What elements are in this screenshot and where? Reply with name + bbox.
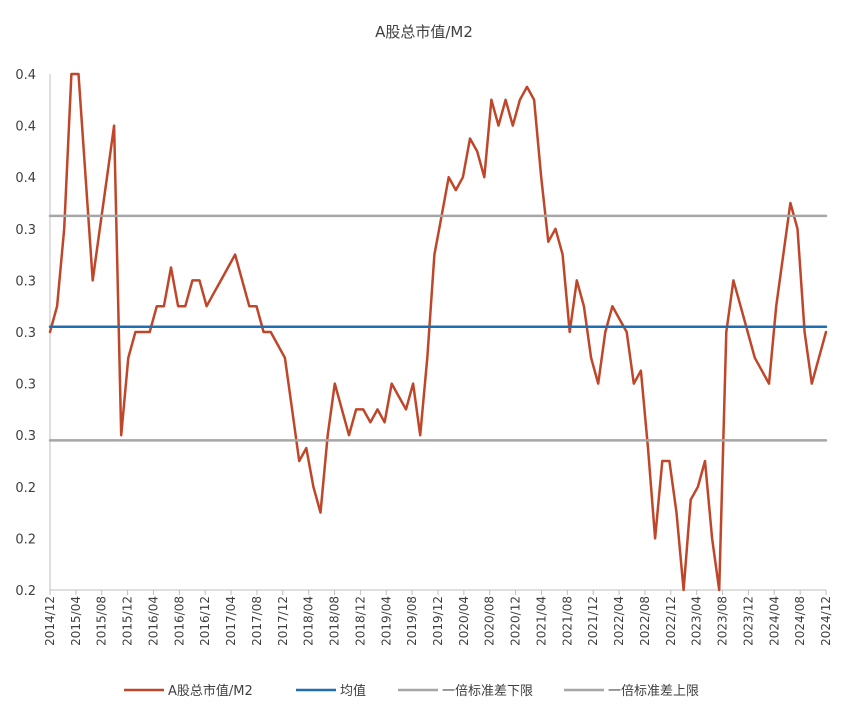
- x-tick-label: 2024/04: [767, 596, 781, 646]
- y-tick-label: 0.3: [15, 223, 36, 238]
- x-tick-label: 2017/04: [224, 596, 238, 646]
- x-tick-label: 2021/08: [560, 596, 574, 646]
- x-tick-label: 2018/08: [328, 596, 342, 646]
- legend-label: 一倍标准差下限: [442, 684, 533, 699]
- legend-label: 一倍标准差上限: [608, 684, 699, 699]
- y-tick-label: 0.4: [15, 171, 36, 186]
- y-tick-label: 0.2: [15, 584, 36, 599]
- series-line-0: [48, 72, 828, 592]
- x-tick-label: 2016/08: [172, 596, 186, 646]
- y-tick-label: 0.2: [15, 532, 36, 547]
- plot-area: 0.4 0.4 0.4 0.3 0.3 0.3 0.3 0.3 0.2 0.2 0.2 2014/12…: [15, 68, 833, 646]
- legend: A股总市值/M2 均值 一倍标准差下限 一倍标准差上限: [124, 683, 699, 699]
- x-tick-label: 2022/12: [664, 596, 678, 646]
- y-tick-label: 0.3: [15, 274, 36, 289]
- y-tick-label: 0.3: [15, 326, 36, 341]
- x-tick-label: 2018/04: [302, 596, 316, 646]
- x-tick-label: 2018/12: [353, 596, 367, 646]
- x-tick-label: 2024/12: [819, 596, 833, 646]
- legend-label: A股总市值/M2: [168, 683, 253, 699]
- x-tick-label: 2015/12: [121, 596, 135, 646]
- x-tick-label: 2019/08: [405, 596, 419, 646]
- x-tick-label: 2015/08: [95, 596, 109, 646]
- x-tick-label: 2016/04: [146, 596, 160, 646]
- x-tick-label: 2019/12: [431, 596, 445, 646]
- x-tick-label: 2014/12: [43, 596, 57, 646]
- x-tick-label: 2019/04: [379, 596, 393, 646]
- y-tick-label: 0.3: [15, 378, 36, 393]
- x-tick-label: 2017/08: [250, 596, 264, 646]
- x-tick-label: 2022/04: [612, 596, 626, 646]
- x-tick-label: 2016/12: [198, 596, 212, 646]
- x-tick-label: 2023/08: [716, 596, 730, 646]
- y-tick-label: 0.4: [15, 120, 36, 135]
- x-tick-label: 2015/04: [69, 596, 83, 646]
- chart-title: A股总市值/M2: [375, 23, 473, 41]
- x-tick-label: 2022/08: [638, 596, 652, 646]
- x-tick-label: 2021/04: [534, 596, 548, 646]
- x-tick-label: 2017/12: [276, 596, 290, 646]
- x-tick-label: 2021/12: [586, 596, 600, 646]
- x-tick-label: 2020/08: [483, 596, 497, 646]
- x-tick-label: 2023/04: [690, 596, 704, 646]
- legend-label: 均值: [340, 683, 366, 699]
- y-tick-label: 0.4: [15, 68, 36, 83]
- y-tick-label: 0.3: [15, 429, 36, 444]
- y-tick-label: 0.2: [15, 481, 36, 496]
- x-tick-label: 2023/12: [741, 596, 755, 646]
- x-tick-label: 2020/12: [509, 596, 523, 646]
- x-tick-label: 2020/04: [457, 596, 471, 646]
- x-tick-label: 2024/08: [793, 596, 807, 646]
